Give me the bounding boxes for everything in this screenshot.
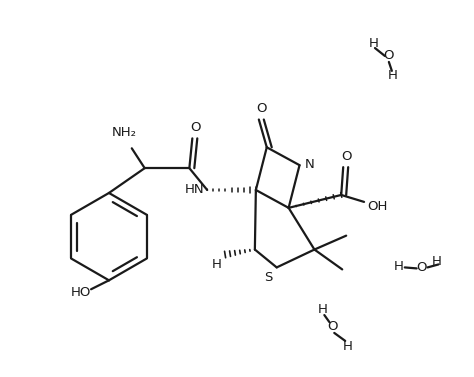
Text: O: O xyxy=(256,102,267,115)
Text: H: H xyxy=(432,255,441,268)
Text: H: H xyxy=(212,258,222,271)
Text: H: H xyxy=(394,260,404,273)
Text: S: S xyxy=(264,271,273,284)
Text: N: N xyxy=(305,158,314,171)
Text: HN: HN xyxy=(184,184,204,196)
Text: O: O xyxy=(190,121,201,134)
Text: OH: OH xyxy=(367,200,387,213)
Text: H: H xyxy=(369,37,379,50)
Text: O: O xyxy=(341,150,351,163)
Text: O: O xyxy=(327,320,337,334)
Text: H: H xyxy=(318,303,328,316)
Text: NH₂: NH₂ xyxy=(111,126,137,139)
Text: H: H xyxy=(388,69,398,82)
Text: O: O xyxy=(383,49,394,63)
Text: O: O xyxy=(416,261,427,274)
Text: H: H xyxy=(343,340,353,353)
Text: HO: HO xyxy=(71,286,91,299)
